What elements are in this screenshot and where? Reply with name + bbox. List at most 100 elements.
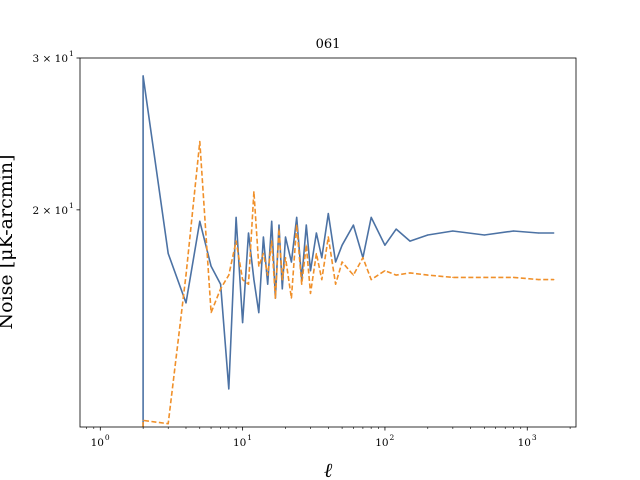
x-tick-label-exponent: 2: [390, 433, 395, 442]
series-2-point: [384, 270, 386, 272]
series-1-point: [199, 220, 201, 222]
series-2-point: [537, 279, 540, 281]
series-1-point: [228, 388, 230, 390]
series-2: [142, 140, 555, 427]
series-2-point: [335, 283, 337, 285]
series-1: [142, 75, 555, 427]
series-2-point: [220, 288, 222, 290]
series-2-point: [267, 274, 269, 276]
plot-frame: [79, 57, 577, 428]
series-1-point: [335, 261, 337, 263]
series-2-point: [315, 252, 317, 255]
series-1-point: [185, 302, 187, 304]
series-1-point: [512, 230, 515, 232]
series-2-point: [296, 224, 298, 226]
series-1-point: [483, 234, 485, 236]
series-1-point: [262, 236, 264, 238]
y-tick-label-exponent: 1: [69, 49, 74, 58]
series-1-point: [242, 322, 244, 324]
series-2-point: [395, 274, 397, 276]
series-1-point: [278, 224, 280, 226]
series-2-point: [278, 228, 280, 230]
series-2-point: [142, 419, 144, 421]
series-1-point: [142, 75, 144, 77]
series-1-point: [253, 279, 255, 281]
series-1-point: [247, 232, 250, 234]
series-1-point: [296, 216, 298, 218]
y-axis-label: Noise [μK-arcmin]: [0, 155, 17, 330]
series-1-point: [370, 216, 372, 218]
series-1-point: [271, 220, 273, 222]
series-2-point: [305, 244, 307, 246]
series-1-point: [384, 244, 386, 246]
series-1-point: [267, 283, 269, 285]
series-2-point: [228, 274, 230, 276]
series-2-point: [242, 279, 244, 281]
series-2-point: [262, 252, 264, 255]
series-2-point: [321, 279, 323, 281]
series-1-point: [341, 244, 343, 246]
series-2-point: [427, 274, 429, 276]
y-tick-label: 3 × 10: [32, 53, 68, 65]
series-1-point: [327, 213, 329, 215]
series-1-point: [409, 240, 411, 242]
series-1-point: [553, 232, 555, 234]
y-tick-label-exponent: 1: [69, 201, 74, 210]
chart-title: 061: [316, 37, 341, 52]
series-1-point: [290, 261, 292, 263]
series-2-point: [258, 265, 260, 267]
x-tick-label: 10: [518, 437, 531, 449]
ticks-layer: 10 0 10 1 10 2 10 32 × 10 13 × 10 1: [32, 49, 571, 449]
x-tick-label: 10: [375, 437, 388, 449]
series-2-point: [290, 297, 292, 299]
series-2-point: [452, 276, 454, 278]
series-1-point: [321, 257, 323, 259]
series-2-point: [185, 274, 187, 276]
x-tick-label: 10: [233, 437, 246, 449]
series-1-point: [284, 236, 287, 238]
series-layer: [142, 75, 555, 427]
series-1-point: [210, 265, 212, 267]
series-2-point: [271, 240, 273, 242]
series-1-point: [220, 283, 222, 285]
series-2-point: [235, 240, 237, 242]
x-axis-label: ℓ: [324, 458, 333, 480]
series-1-point: [427, 234, 429, 236]
series-2-point: [167, 423, 169, 425]
series-2-point: [284, 257, 287, 259]
series-2-point: [409, 272, 411, 274]
series-1-point: [309, 270, 312, 272]
series-1-point: [281, 288, 283, 290]
series-2-point: [199, 141, 201, 143]
x-tick-label-exponent: 1: [247, 433, 252, 442]
y-tick-label: 2 × 10: [32, 205, 68, 217]
x-tick-label: 10: [91, 437, 104, 449]
series-2-point: [327, 236, 329, 238]
series-1-point: [352, 224, 354, 226]
series-2-point: [247, 283, 250, 285]
series-1-point: [452, 230, 454, 232]
series-2-line: [142, 140, 554, 427]
series-1-point: [167, 252, 169, 255]
series-2-point: [274, 297, 276, 299]
series-1-line: [142, 75, 554, 427]
series-2-point: [309, 292, 312, 294]
series-1-point: [305, 224, 307, 226]
series-2-point: [253, 191, 255, 193]
series-2-point: [281, 279, 283, 281]
series-2-point: [210, 312, 212, 314]
series-1-point: [235, 216, 237, 218]
series-1-point: [258, 312, 260, 314]
series-2-point: [512, 276, 515, 278]
series-1-point: [537, 232, 540, 234]
series-2-point: [362, 257, 364, 259]
series-2-point: [483, 276, 485, 278]
series-1-point: [315, 232, 317, 234]
series-2-point: [352, 274, 354, 276]
series-1-point: [395, 228, 397, 230]
series-2-point: [370, 279, 372, 281]
x-tick-label-exponent: 0: [105, 433, 110, 442]
series-2-point: [341, 261, 343, 263]
series-2-point: [301, 283, 303, 285]
